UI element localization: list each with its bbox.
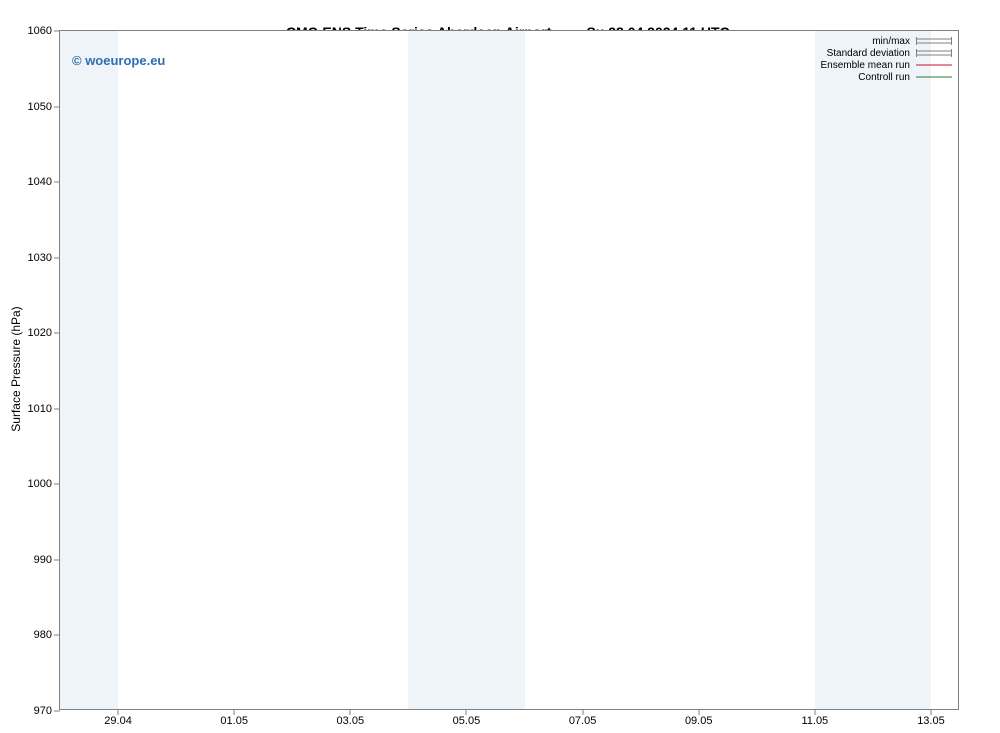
x-tick-label: 09.05 — [685, 709, 713, 727]
legend-swatch — [916, 49, 952, 57]
y-tick-label: 1020 — [28, 327, 60, 339]
x-tick-label: 07.05 — [569, 709, 597, 727]
weekend-band — [60, 31, 118, 709]
weekend-band — [408, 31, 524, 709]
legend-label: Controll run — [858, 72, 916, 83]
y-tick-label: 1050 — [28, 101, 60, 113]
legend-item: Standard deviation — [821, 47, 953, 59]
y-tick-label: 970 — [34, 705, 60, 717]
watermark: © woeurope.eu — [72, 53, 165, 68]
y-tick-label: 1040 — [28, 176, 60, 188]
x-tick-label: 29.04 — [104, 709, 132, 727]
x-tick-label: 03.05 — [337, 709, 365, 727]
x-tick-label: 11.05 — [801, 709, 828, 727]
legend-label: Ensemble mean run — [821, 60, 917, 71]
y-tick-label: 1000 — [28, 478, 60, 490]
legend-swatch — [916, 73, 952, 81]
legend-swatch — [916, 37, 952, 45]
y-tick-label: 980 — [34, 629, 60, 641]
y-tick-label: 1010 — [28, 403, 60, 415]
weekend-band — [815, 31, 931, 709]
legend: min/maxStandard deviationEnsemble mean r… — [821, 35, 953, 83]
x-tick-label: 13.05 — [917, 709, 945, 727]
legend-item: min/max — [821, 35, 953, 47]
y-axis-label: Surface Pressure (hPa) — [9, 289, 23, 449]
y-tick-label: 1060 — [28, 25, 60, 37]
legend-swatch — [916, 61, 952, 69]
plot-area: © woeurope.eu min/maxStandard deviationE… — [59, 30, 959, 710]
legend-label: Standard deviation — [827, 48, 916, 59]
y-tick-label: 1030 — [28, 252, 60, 264]
x-tick-label: 05.05 — [453, 709, 481, 727]
legend-item: Ensemble mean run — [821, 59, 953, 71]
y-tick-label: 990 — [34, 554, 60, 566]
legend-item: Controll run — [821, 71, 953, 83]
x-tick-label: 01.05 — [220, 709, 248, 727]
legend-label: min/max — [872, 36, 916, 47]
